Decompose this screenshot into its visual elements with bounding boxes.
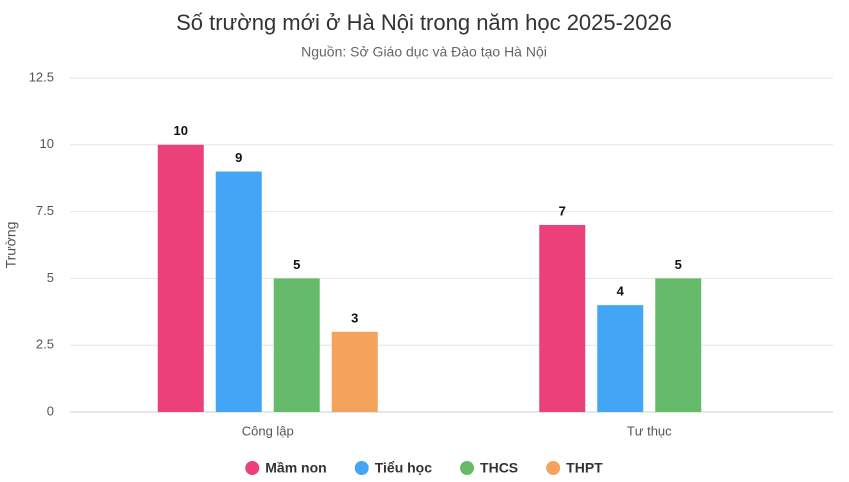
bar <box>273 278 320 412</box>
x-tick-label: Công lập <box>242 423 294 438</box>
value-label: 7 <box>559 203 566 218</box>
y-tick-label: 12.5 <box>29 69 54 84</box>
bar <box>539 224 586 412</box>
bar <box>597 305 644 412</box>
y-axis-label: Trường <box>3 222 19 269</box>
legend-marker <box>354 461 369 475</box>
x-tick-label: Tư thục <box>627 423 672 438</box>
bar <box>655 278 702 412</box>
y-tick-label: 2.5 <box>36 337 54 352</box>
value-label: 10 <box>174 123 188 138</box>
chart-title: Số trường mới ở Hà Nội trong năm học 202… <box>176 10 672 35</box>
y-tick-label: 0 <box>47 403 54 418</box>
value-label: 4 <box>617 284 625 299</box>
legend-label: Tiểu học <box>375 460 433 476</box>
legend-label: THPT <box>566 460 603 476</box>
value-label: 5 <box>675 257 682 272</box>
legend-marker <box>546 461 561 475</box>
bar <box>331 331 378 412</box>
legend-marker <box>245 461 260 475</box>
value-label: 5 <box>293 257 300 272</box>
value-label: 9 <box>235 150 242 165</box>
legend-label: Mầm non <box>265 460 326 476</box>
y-tick-label: 7.5 <box>36 203 54 218</box>
legend-marker <box>460 461 475 475</box>
bar <box>215 171 262 412</box>
bar <box>157 144 204 413</box>
chart-subtitle: Nguồn: Sở Giáo dục và Đào tạo Hà Nội <box>301 44 547 60</box>
y-tick-label: 10 <box>40 136 54 151</box>
value-label: 3 <box>351 310 358 325</box>
y-tick-label: 5 <box>47 270 54 285</box>
legend-label: THCS <box>480 460 518 476</box>
